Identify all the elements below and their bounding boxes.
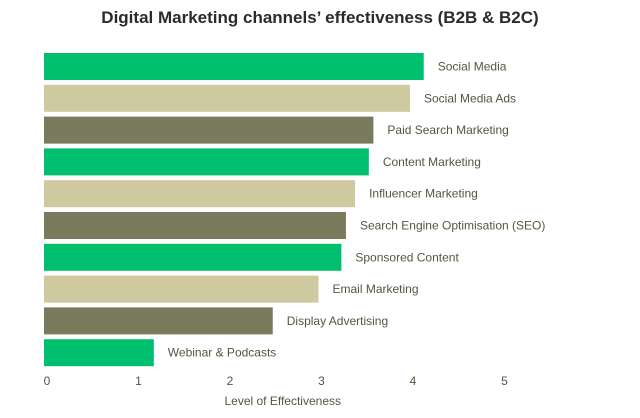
- bar: [44, 180, 356, 208]
- x-tick-label: 0: [44, 374, 51, 388]
- bar: [44, 53, 424, 80]
- bar-label: Paid Search Marketing: [387, 123, 508, 137]
- bar: [44, 148, 369, 176]
- bar-label: Email Marketing: [333, 282, 419, 296]
- bar: [44, 212, 346, 239]
- x-tick-label: 1: [135, 374, 142, 388]
- bar-label: Sponsored Content: [355, 250, 459, 264]
- x-axis-title: Level of Effectiveness: [224, 394, 341, 408]
- bar-label: Search Engine Optimisation (SEO): [360, 219, 545, 233]
- bar: [44, 307, 273, 335]
- bar: [44, 84, 410, 112]
- bar: [44, 243, 342, 271]
- bar-label: Social Media Ads: [424, 91, 516, 105]
- x-tick-label: 3: [318, 374, 325, 388]
- bar: [44, 275, 319, 303]
- chart-title: Digital Marketing channels’ effectivenes…: [101, 8, 539, 27]
- x-tick-label: 2: [227, 374, 234, 388]
- bar-label: Social Media: [438, 60, 507, 74]
- x-tick-label: 5: [501, 374, 508, 388]
- bar-label: Display Advertising: [287, 314, 388, 328]
- bar-label: Content Marketing: [383, 155, 481, 169]
- x-tick-label: 4: [410, 374, 417, 388]
- bar: [44, 339, 154, 367]
- bar-label: Influencer Marketing: [369, 187, 478, 201]
- bar: [44, 116, 374, 144]
- bar-label: Webinar & Podcasts: [168, 346, 276, 360]
